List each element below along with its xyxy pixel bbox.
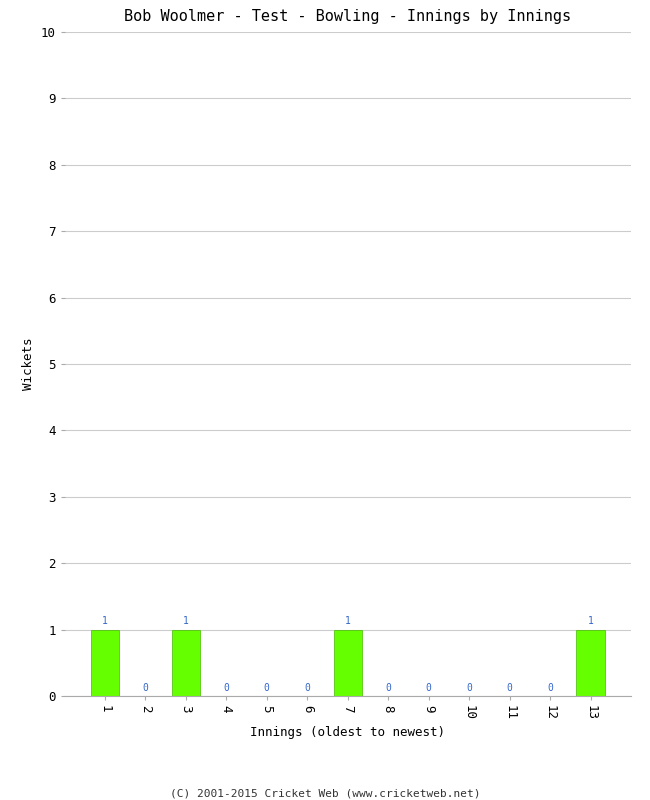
Bar bbox=[172, 630, 200, 696]
Y-axis label: Wickets: Wickets bbox=[22, 338, 35, 390]
Text: 0: 0 bbox=[224, 682, 229, 693]
Text: 1: 1 bbox=[588, 616, 593, 626]
Text: 0: 0 bbox=[142, 682, 148, 693]
Bar bbox=[333, 630, 362, 696]
X-axis label: Innings (oldest to newest): Innings (oldest to newest) bbox=[250, 726, 445, 738]
Text: 0: 0 bbox=[304, 682, 310, 693]
Text: 0: 0 bbox=[507, 682, 513, 693]
Text: 1: 1 bbox=[344, 616, 351, 626]
Text: 0: 0 bbox=[385, 682, 391, 693]
Text: (C) 2001-2015 Cricket Web (www.cricketweb.net): (C) 2001-2015 Cricket Web (www.cricketwe… bbox=[170, 788, 480, 798]
Bar bbox=[577, 630, 604, 696]
Text: 0: 0 bbox=[264, 682, 270, 693]
Text: 0: 0 bbox=[466, 682, 472, 693]
Text: 0: 0 bbox=[547, 682, 553, 693]
Text: 1: 1 bbox=[183, 616, 188, 626]
Text: 0: 0 bbox=[426, 682, 432, 693]
Text: 1: 1 bbox=[102, 616, 108, 626]
Bar bbox=[91, 630, 119, 696]
Title: Bob Woolmer - Test - Bowling - Innings by Innings: Bob Woolmer - Test - Bowling - Innings b… bbox=[124, 9, 571, 24]
